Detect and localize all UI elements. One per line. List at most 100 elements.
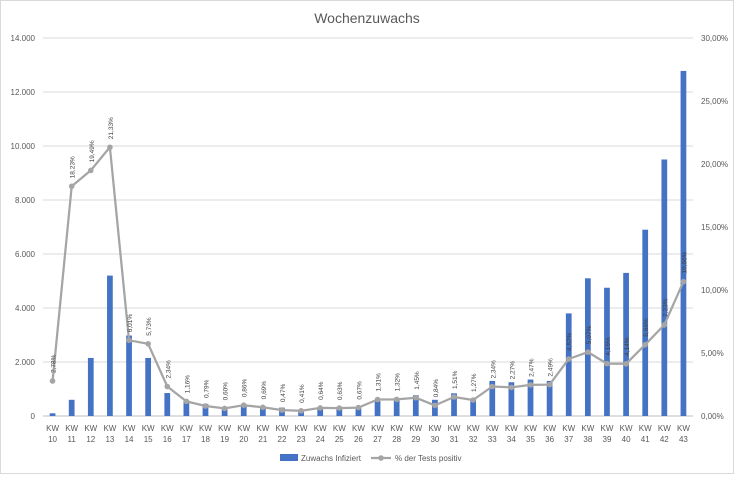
x-axis-tick-label: KW 21 bbox=[256, 424, 269, 444]
data-label: 2,78% bbox=[51, 354, 58, 373]
data-label: 2,27% bbox=[509, 361, 516, 380]
bar bbox=[527, 379, 534, 416]
data-label: 21,33% bbox=[108, 117, 115, 139]
bar bbox=[412, 395, 419, 416]
data-label: 0,84% bbox=[433, 379, 440, 398]
bar bbox=[49, 413, 56, 416]
bar bbox=[451, 393, 457, 416]
data-label: 0,86% bbox=[242, 379, 249, 398]
line-path bbox=[51, 146, 685, 412]
line-point bbox=[585, 349, 591, 355]
bar bbox=[374, 400, 381, 416]
right-axis-tick-label: 0,00% bbox=[701, 412, 724, 421]
line-point bbox=[604, 360, 610, 367]
x-axis-tick-label: KW 18 bbox=[199, 424, 212, 444]
data-label: 2,49% bbox=[548, 358, 555, 377]
line-point bbox=[87, 167, 94, 174]
bar bbox=[661, 159, 668, 416]
line-point bbox=[546, 381, 553, 388]
data-label: 1,51% bbox=[452, 370, 459, 389]
left-axis-tick-label: 14.000 bbox=[11, 34, 36, 43]
x-axis-tick-label: KW 36 bbox=[543, 424, 556, 444]
line-point bbox=[412, 394, 419, 401]
left-axis-tick-label: 4.000 bbox=[15, 304, 36, 313]
line-point bbox=[508, 384, 515, 391]
bar bbox=[623, 272, 629, 416]
data-label: 0,64% bbox=[318, 381, 325, 400]
x-axis-tick-label: KW 29 bbox=[409, 424, 422, 444]
gridlines bbox=[43, 37, 693, 417]
line-point bbox=[565, 356, 572, 362]
line-point bbox=[489, 383, 496, 390]
line-point bbox=[107, 144, 113, 151]
data-label: 0,63% bbox=[337, 381, 344, 400]
x-axis-tick-label: KW 23 bbox=[295, 424, 308, 444]
line-point bbox=[470, 397, 476, 403]
right-axis-tick-label: 15,00% bbox=[701, 223, 728, 232]
data-label: 0,41% bbox=[299, 384, 306, 403]
data-label: 0,69% bbox=[261, 381, 268, 400]
left-axis-tick-label: 6.000 bbox=[15, 250, 36, 259]
line-point bbox=[126, 337, 132, 344]
data-label: 6,01% bbox=[127, 314, 134, 333]
right-axis-tick-label: 20,00% bbox=[701, 160, 728, 169]
line-point bbox=[183, 398, 190, 405]
bar bbox=[183, 400, 190, 416]
data-label: 1,16% bbox=[184, 375, 191, 394]
line-point bbox=[432, 402, 438, 409]
x-axis-tick-label: KW 33 bbox=[486, 424, 499, 444]
x-axis-tick-label: KW 31 bbox=[448, 424, 461, 444]
x-axis-tick-label: KW 38 bbox=[581, 424, 594, 444]
bar bbox=[546, 380, 553, 416]
x-axis-tick-label: KW 43 bbox=[677, 424, 690, 444]
line-point bbox=[393, 396, 400, 403]
x-axis-tick-label: KW 26 bbox=[352, 424, 365, 444]
x-axis-ticks: KW 10 KW 11 KW 12 KW 13 KW 14 KW 15 KW 16 KW 17 KW 18 KW 19… bbox=[46, 424, 690, 444]
x-axis-tick-label: KW 12 bbox=[84, 424, 97, 444]
bar bbox=[145, 357, 152, 416]
legend-swatch-bars bbox=[280, 454, 298, 461]
bar bbox=[202, 403, 209, 416]
data-label: 19,49% bbox=[89, 140, 96, 162]
data-label: 10,66% bbox=[681, 251, 688, 273]
data-label: 4,52% bbox=[567, 332, 574, 351]
line-point bbox=[298, 408, 304, 414]
bar bbox=[508, 382, 515, 416]
bar bbox=[259, 406, 266, 416]
line-point bbox=[661, 322, 668, 328]
legend-marker-line bbox=[378, 455, 384, 461]
bar bbox=[470, 398, 477, 416]
x-axis-tick-label: KW 34 bbox=[505, 424, 518, 444]
data-label: 5,73% bbox=[146, 317, 153, 336]
x-axis-tick-label: KW 10 bbox=[46, 424, 59, 444]
left-axis-tick-label: 0 bbox=[31, 412, 36, 421]
x-axis-tick-label: KW 41 bbox=[639, 424, 652, 444]
x-axis-tick-label: KW 17 bbox=[180, 424, 193, 444]
data-label: 0,79% bbox=[204, 379, 211, 398]
data-label: 7,23% bbox=[662, 298, 669, 317]
line-point bbox=[642, 341, 649, 348]
line-point bbox=[145, 341, 151, 347]
x-axis-tick-label: KW 11 bbox=[65, 424, 78, 444]
data-label: 5,07% bbox=[586, 325, 593, 344]
x-axis-tick-label: KW 14 bbox=[123, 424, 136, 444]
line-point bbox=[374, 396, 381, 403]
left-axis-ticks: 0 2.000 4.000 6.000 8.000 10.000 12.000 14.000 bbox=[11, 34, 36, 421]
bar bbox=[336, 407, 343, 416]
legend-label-bars: Zuwachs Infiziert bbox=[301, 454, 362, 463]
line-point bbox=[355, 404, 362, 411]
x-axis-tick-label: KW 30 bbox=[428, 424, 441, 444]
data-label: 0,60% bbox=[223, 382, 230, 401]
left-axis-tick-label: 8.000 bbox=[15, 196, 36, 205]
x-axis-tick-label: KW 15 bbox=[142, 424, 155, 444]
line-point bbox=[260, 404, 266, 411]
data-label: 2,47% bbox=[528, 358, 535, 377]
line-point bbox=[164, 383, 171, 390]
bar bbox=[565, 313, 572, 416]
bar bbox=[317, 408, 324, 416]
bar bbox=[68, 399, 75, 416]
line-series: 2,78% 18,23% 19,49% 21,33% 6,01% 5,73% 2,34% 1,… bbox=[49, 117, 688, 414]
x-axis-tick-label: KW 13 bbox=[103, 424, 116, 444]
x-axis-tick-label: KW 35 bbox=[524, 424, 537, 444]
data-label: 5,66% bbox=[643, 318, 650, 337]
